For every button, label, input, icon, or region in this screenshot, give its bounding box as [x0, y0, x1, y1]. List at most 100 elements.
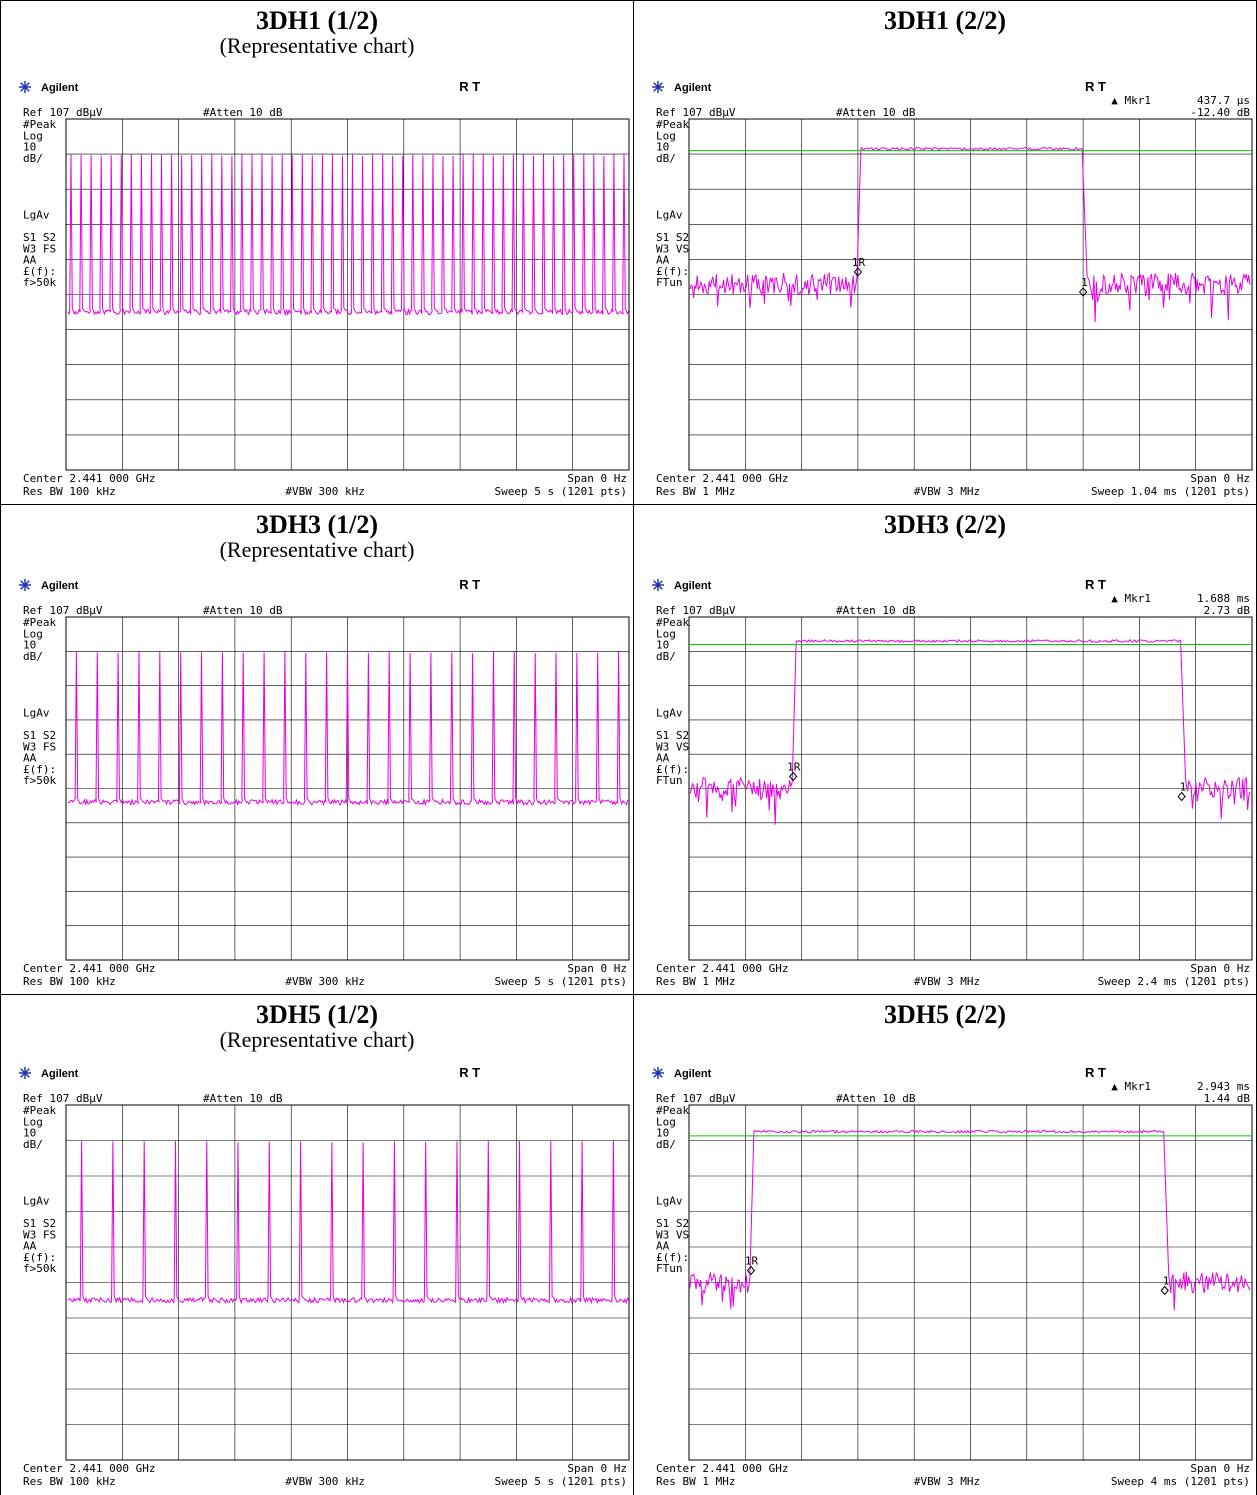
panel-title: 3DH5 (2/2): [883, 1000, 1007, 1029]
center-frequency: Center 2.441 000 GHz: [656, 962, 788, 975]
brand-label: Agilent: [41, 82, 79, 94]
rt-indicator: R T: [1085, 577, 1106, 592]
side-label: S1 S2: [23, 1217, 56, 1230]
rt-indicator: R T: [459, 1065, 480, 1080]
analyzer-screenshot-5: Agilent R T Ref 107 dBµV #Atten 10 dB #Peak L…: [0, 1062, 634, 1495]
marker-1r-label: 1R: [745, 1255, 759, 1268]
marker-delta-db: -12.40 dB: [1190, 106, 1250, 119]
attenuation: #Atten 10 dB: [203, 604, 283, 617]
marker-1-label: 1: [1163, 1275, 1170, 1288]
panel-title: 3DH3 (1/2): [255, 510, 379, 539]
panel-header-6: 3DH5 (2/2): [633, 994, 1257, 1063]
sweep-time: Sweep 4 ms (1201 pts): [1111, 1475, 1250, 1488]
resolution-bandwidth: Res BW 100 kHz: [23, 1475, 116, 1488]
marker-1-icon: [1177, 791, 1186, 802]
side-label: AA: [656, 1240, 670, 1253]
side-label: dB/: [656, 152, 676, 165]
side-label: LgAv: [23, 706, 50, 719]
graticule: [688, 616, 1253, 961]
side-label: 10: [23, 1127, 36, 1140]
sweep-time: Sweep 5 s (1201 pts): [495, 975, 627, 988]
side-label: AA: [656, 254, 670, 267]
side-label: f>50k: [23, 276, 56, 289]
side-label: dB/: [656, 650, 676, 663]
video-bandwidth: #VBW 300 kHz: [285, 1475, 364, 1488]
panel-subtitle: (Representative chart): [219, 537, 415, 562]
graticule: [65, 118, 630, 471]
graticule: [688, 1104, 1253, 1461]
side-label: £(f):: [23, 763, 56, 776]
side-label: 10: [656, 141, 669, 154]
brand-label: Agilent: [41, 1068, 79, 1080]
side-label: #Peak: [23, 616, 56, 629]
measurement-trace: [689, 146, 1251, 323]
side-label: S1 S2: [656, 231, 689, 244]
attenuation: #Atten 10 dB: [836, 106, 916, 119]
side-label: Log: [656, 129, 676, 142]
resolution-bandwidth: Res BW 100 kHz: [23, 485, 116, 498]
panel-header-1: 3DH1 (1/2) (Representative chart): [0, 0, 634, 77]
side-label: Log: [23, 1115, 43, 1128]
side-label: W3 FS: [23, 242, 56, 255]
ref-level: Ref 107 dBµV: [23, 106, 103, 119]
side-label: LgAv: [656, 1194, 683, 1207]
brand-label: Agilent: [41, 580, 79, 592]
side-label: W3 FS: [23, 1228, 56, 1241]
span: Span 0 Hz: [1190, 1462, 1250, 1475]
sweep-time: Sweep 5 s (1201 pts): [495, 485, 627, 498]
rt-indicator: R T: [1085, 1065, 1106, 1080]
side-label: £(f):: [656, 1251, 689, 1264]
sweep-time: Sweep 5 s (1201 pts): [495, 1475, 627, 1488]
side-label: AA: [23, 254, 37, 267]
span: Span 0 Hz: [567, 1462, 627, 1475]
span: Span 0 Hz: [567, 962, 627, 975]
panel-title: 3DH5 (1/2): [255, 1000, 379, 1029]
side-label: dB/: [656, 1138, 676, 1151]
panel-title: 3DH1 (1/2): [255, 6, 379, 35]
marker-1-label: 1: [1081, 276, 1088, 289]
rt-indicator: R T: [459, 577, 480, 592]
attenuation: #Atten 10 dB: [836, 1092, 916, 1105]
ref-level: Ref 107 dBµV: [23, 1092, 103, 1105]
side-label: Log: [656, 627, 676, 640]
marker-value: 1.688 ms: [1197, 592, 1250, 605]
side-label: S1 S2: [656, 729, 689, 742]
side-label: £(f):: [23, 1251, 56, 1264]
brand-label: Agilent: [674, 580, 712, 592]
side-label: dB/: [23, 1138, 43, 1151]
center-frequency: Center 2.441 000 GHz: [23, 1462, 155, 1475]
agilent-logo-icon: [19, 81, 31, 93]
ref-level: Ref 107 dBµV: [23, 604, 103, 617]
resolution-bandwidth: Res BW 1 MHz: [656, 975, 735, 988]
video-bandwidth: #VBW 3 MHz: [914, 975, 980, 988]
rt-indicator: R T: [459, 79, 480, 94]
side-label: 10: [23, 141, 36, 154]
side-label: Log: [23, 627, 43, 640]
panel-subtitle: (Representative chart): [219, 33, 415, 58]
measurement-trace: [689, 639, 1251, 825]
marker-1r-icon: [853, 267, 863, 277]
side-label: 10: [23, 639, 36, 652]
agilent-logo-icon: [19, 1067, 31, 1079]
ref-level: Ref 107 dBµV: [656, 106, 736, 119]
side-label: 10: [656, 639, 669, 652]
resolution-bandwidth: Res BW 100 kHz: [23, 975, 116, 988]
side-label: £(f):: [23, 265, 56, 278]
measurement-trace: [689, 1129, 1251, 1311]
video-bandwidth: #VBW 3 MHz: [914, 1475, 980, 1488]
side-label: #Peak: [23, 1104, 56, 1117]
marker-label: ▲ Mkr1: [1111, 592, 1151, 605]
center-frequency: Center 2.441 000 GHz: [23, 962, 155, 975]
analyzer-screenshot-6: Agilent R T ▲ Mkr1 2.943 ms 1.44 dB Ref 107 d…: [633, 1062, 1257, 1495]
span: Span 0 Hz: [1190, 962, 1250, 975]
marker-1-icon: [1078, 287, 1088, 297]
marker-1r-icon: [788, 771, 798, 782]
side-label: f>50k: [23, 774, 56, 787]
side-label: AA: [656, 752, 670, 765]
analyzer-screenshot-4: Agilent R T ▲ Mkr1 1.688 ms 2.73 dB Ref 107 d…: [633, 574, 1257, 995]
attenuation: #Atten 10 dB: [836, 604, 916, 617]
center-frequency: Center 2.441 000 GHz: [23, 472, 155, 485]
panel-header-4: 3DH3 (2/2): [633, 504, 1257, 575]
attenuation: #Atten 10 dB: [203, 106, 283, 119]
